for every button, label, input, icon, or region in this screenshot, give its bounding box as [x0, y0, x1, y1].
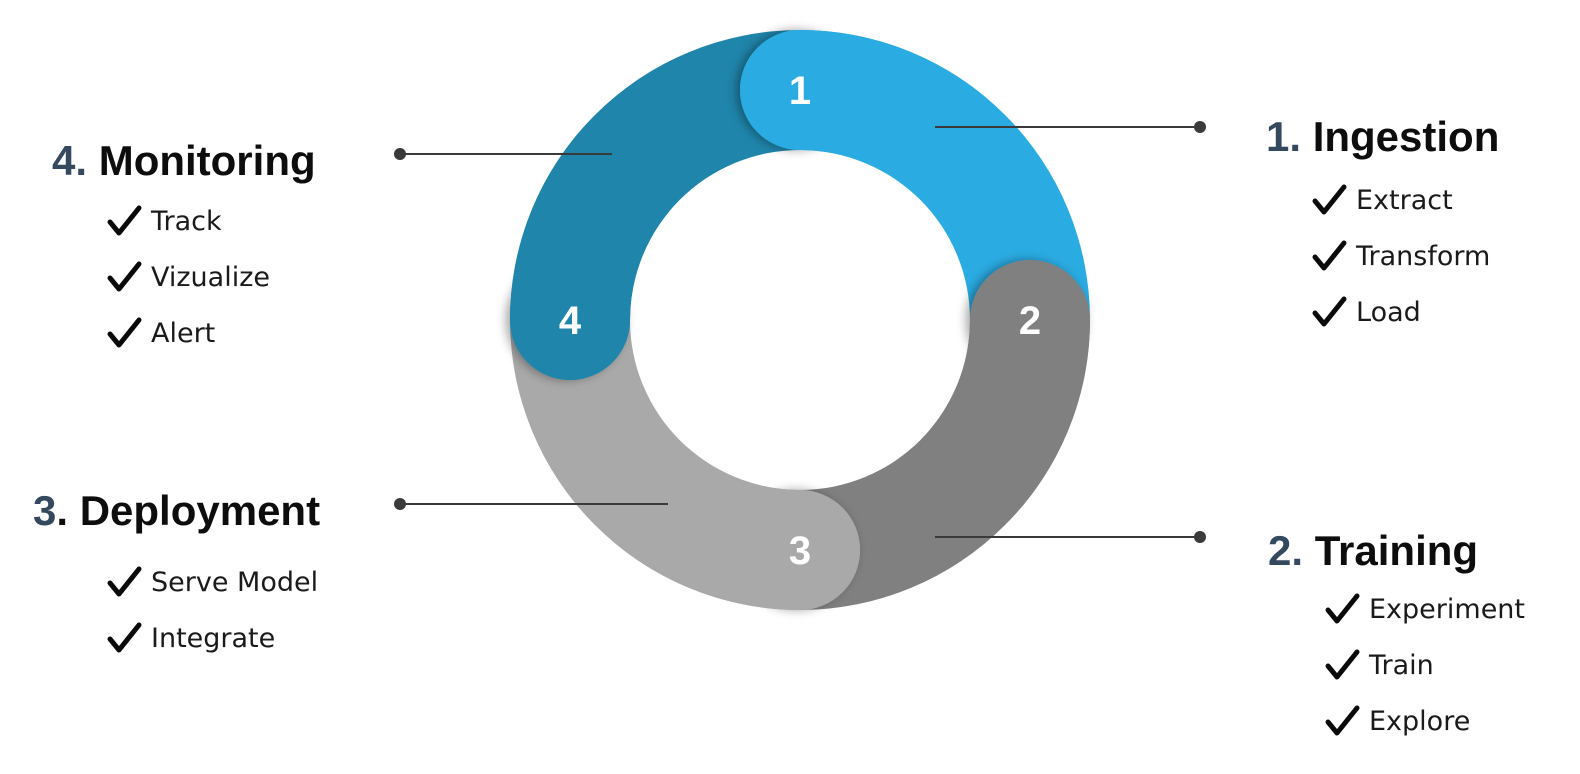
- stage-number: 1.: [1266, 113, 1302, 160]
- connector-lines: [394, 121, 1206, 543]
- stage-title-training: 2. Training: [1268, 530, 1478, 572]
- stage-number: 4.: [52, 137, 88, 184]
- stage-training: 2. Training: [1268, 530, 1478, 572]
- connector-dot-4: [394, 148, 406, 160]
- segment-number-2: 2: [1019, 299, 1041, 343]
- list-item: Extract: [1310, 172, 1490, 228]
- stage-name: Monitoring: [98, 137, 316, 184]
- checkmark-icon: [1325, 593, 1360, 624]
- checkmark-icon: [1312, 240, 1347, 271]
- ring-segment-1-head-top: [740, 30, 860, 150]
- stage-ingestion: 1. Ingestion: [1266, 116, 1499, 158]
- checkmark-icon: [1312, 296, 1347, 327]
- checklist-ingestion: Extract Transform Load: [1310, 172, 1490, 340]
- checkmark-icon: [107, 317, 142, 348]
- list-item: Explore: [1323, 693, 1525, 749]
- checkmark-icon: [1325, 705, 1360, 736]
- list-item: Experiment: [1323, 581, 1525, 637]
- stage-deployment: 3. Deployment: [33, 490, 320, 532]
- list-item: Track: [105, 193, 270, 249]
- segment-number-4: 4: [559, 299, 582, 343]
- list-item: Vizualize: [105, 249, 270, 305]
- stage-title-monitoring: 4. Monitoring: [52, 140, 316, 182]
- checkmark-icon: [1325, 649, 1360, 680]
- stage-separator: .: [56, 487, 69, 534]
- checkmark-icon: [1312, 184, 1347, 215]
- segment-number-1: 1: [789, 69, 811, 113]
- stage-monitoring: 4. Monitoring: [52, 140, 316, 182]
- list-item: Transform: [1310, 228, 1490, 284]
- connector-dot-3: [394, 498, 406, 510]
- segment-number-3: 3: [789, 529, 811, 573]
- list-item: Load: [1310, 284, 1490, 340]
- list-item: Serve Model: [105, 554, 318, 610]
- checkmark-icon: [107, 205, 142, 236]
- checkmark-icon: [107, 622, 142, 653]
- stage-title-deployment: 3. Deployment: [33, 490, 320, 532]
- checklist-monitoring: Track Vizualize Alert: [105, 193, 270, 361]
- checkmark-icon: [107, 566, 142, 597]
- list-item: Alert: [105, 305, 270, 361]
- checklist-training: Experiment Train Explore: [1323, 581, 1525, 749]
- connector-dot-1: [1194, 121, 1206, 133]
- list-item: Train: [1323, 637, 1525, 693]
- stage-number: 3: [33, 487, 57, 534]
- stage-name: Deployment: [79, 487, 321, 534]
- stage-title-ingestion: 1. Ingestion: [1266, 116, 1499, 158]
- ring-segment-4-head-top: [510, 260, 630, 380]
- checklist-deployment: Serve Model Integrate: [105, 554, 318, 666]
- list-item: Integrate: [105, 610, 318, 666]
- stage-name: Ingestion: [1312, 113, 1500, 160]
- connector-dot-2: [1194, 531, 1206, 543]
- stage-name: Training: [1314, 527, 1479, 574]
- stage-number: 2.: [1268, 527, 1304, 574]
- ring-segment-3-head-top: [740, 490, 860, 610]
- checkmark-icon: [107, 261, 142, 292]
- ring-segment-2-head-top: [970, 260, 1090, 380]
